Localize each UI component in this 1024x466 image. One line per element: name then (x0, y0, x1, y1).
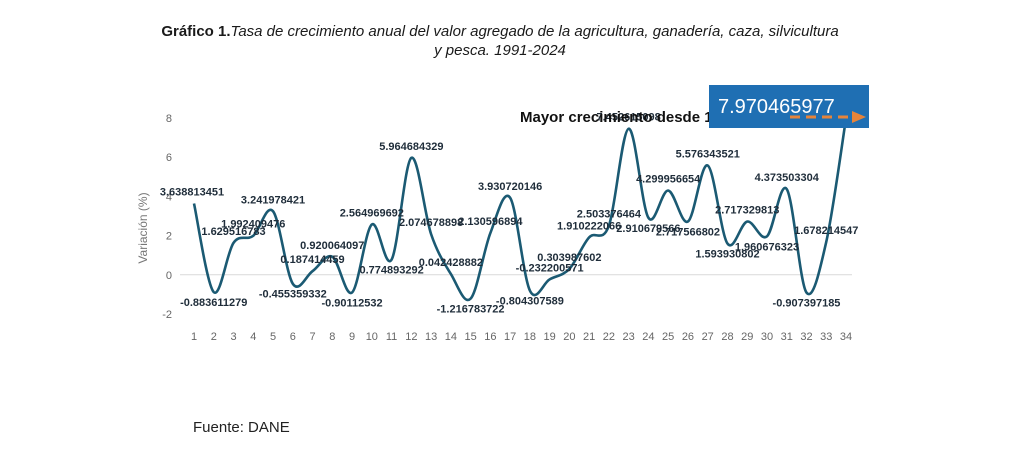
data-label: 1.593930802 (695, 249, 759, 261)
data-label: 4.299956654 (636, 174, 701, 186)
x-tick-label: 9 (349, 331, 355, 343)
x-tick-label: 6 (290, 331, 296, 343)
data-label: -0.90112532 (321, 297, 382, 309)
x-tick-label: 26 (682, 331, 694, 343)
data-label: 0.920064097 (300, 240, 364, 252)
annotation-text: Mayor crecimiento desde 1979 (520, 109, 738, 126)
data-label: 7.452615098 (597, 112, 661, 124)
x-tick-label: 23 (623, 331, 635, 343)
y-tick-label: 0 (166, 270, 172, 282)
x-tick-label: 20 (563, 331, 575, 343)
data-label: 1.992409476 (221, 219, 285, 231)
x-tick-label: 25 (662, 331, 674, 343)
highlight-value: 7.970465977 (718, 96, 835, 118)
y-tick-label: 8 (166, 113, 172, 125)
x-tick-label: 18 (524, 331, 536, 343)
data-label: 0.303987602 (537, 252, 601, 264)
series-line (192, 118, 848, 302)
title-line1: Tasa de crecimiento anual del valor agre… (230, 23, 839, 40)
y-tick-label: 4 (166, 191, 172, 203)
data-label: 2.074678898 (399, 217, 463, 229)
x-tick-label: 12 (405, 331, 417, 343)
x-tick-label: 22 (603, 331, 615, 343)
data-label: 2.503376464 (577, 209, 642, 221)
x-tick-label: 5 (270, 331, 276, 343)
x-tick-label: 31 (781, 331, 793, 343)
x-tick-label: 7 (309, 331, 315, 343)
y-axis-label: Variación (%) (136, 192, 150, 263)
data-label: 2.564969692 (340, 208, 404, 220)
title-prefix: Gráfico 1. (161, 23, 231, 40)
data-label: 2.717329813 (715, 205, 779, 217)
x-tick-label: 32 (800, 331, 812, 343)
data-label: 2.717566802 (656, 227, 720, 239)
data-label: 0.774893292 (359, 265, 423, 277)
x-tick-label: 10 (366, 331, 378, 343)
data-label: 2.910679566 (616, 223, 680, 235)
data-label: -0.232200571 (516, 262, 584, 274)
x-tick-label: 1 (191, 331, 197, 343)
x-tick-label: 19 (544, 331, 556, 343)
data-label: -0.804307589 (496, 296, 564, 308)
data-label: 3.638813451 (160, 186, 224, 198)
x-tick-label: 24 (642, 331, 654, 343)
y-tick-label: -2 (162, 309, 172, 321)
title-line2: y pesca. 1991-2024 (434, 42, 566, 59)
data-label: -0.883611279 (180, 297, 247, 309)
data-label: 0.042428882 (419, 257, 483, 269)
x-tick-label: 28 (721, 331, 733, 343)
x-tick-label: 30 (761, 331, 773, 343)
data-labels: 3.638813451 -0.883611279 1.6295167831.9924… (160, 112, 858, 316)
data-label: 2.130596894 (458, 216, 523, 228)
data-label: 1.629516783 (201, 226, 265, 238)
data-label: 1.910222066 (557, 220, 621, 232)
data-label: 0.187414459 (280, 254, 344, 266)
x-tick-label: 33 (820, 331, 832, 343)
x-tick-label: 4 (250, 331, 256, 343)
x-axis-ticks: 1 2 3 4 5 6 7 8 9 10 11 12 13 14 15 16 17 18 19 20 21 22 23 24 2… (191, 331, 852, 343)
highlight-box: 7.970465977 (709, 85, 869, 128)
x-tick-label: 17 (504, 331, 516, 343)
data-label: 5.576343521 (676, 149, 740, 161)
data-label: -0.907397185 (773, 298, 841, 310)
data-label: 5.964684329 (379, 141, 443, 153)
x-tick-label: 13 (425, 331, 437, 343)
source-note: Fuente: DANE (193, 419, 290, 436)
x-tick-label: 2 (211, 331, 217, 343)
data-label: 1.960676323 (735, 241, 799, 253)
x-tick-label: 3 (230, 331, 236, 343)
data-label: 3.930720146 (478, 181, 542, 193)
y-axis-ticks: -2 0 2 4 6 8 (162, 113, 172, 321)
data-label: -1.216783722 (437, 304, 505, 316)
arrowhead-icon (852, 111, 866, 123)
chart-title: Gráfico 1.Tasa de crecimiento anual del … (90, 22, 910, 60)
x-tick-label: 34 (840, 331, 852, 343)
data-label: 4.373503304 (755, 172, 820, 184)
data-label: -0.455359332 (259, 289, 327, 301)
data-label: 3.241978421 (241, 194, 305, 206)
x-tick-label: 29 (741, 331, 753, 343)
x-tick-label: 16 (484, 331, 496, 343)
x-tick-label: 27 (702, 331, 714, 343)
x-tick-label: 14 (445, 331, 457, 343)
x-tick-label: 21 (583, 331, 595, 343)
x-tick-label: 15 (464, 331, 476, 343)
data-label: 1.678214547 (794, 225, 858, 237)
y-tick-label: 6 (166, 152, 172, 164)
x-tick-label: 11 (386, 331, 397, 343)
x-tick-label: 8 (329, 331, 335, 343)
highlight-background (709, 85, 869, 128)
y-tick-label: 2 (166, 231, 172, 243)
